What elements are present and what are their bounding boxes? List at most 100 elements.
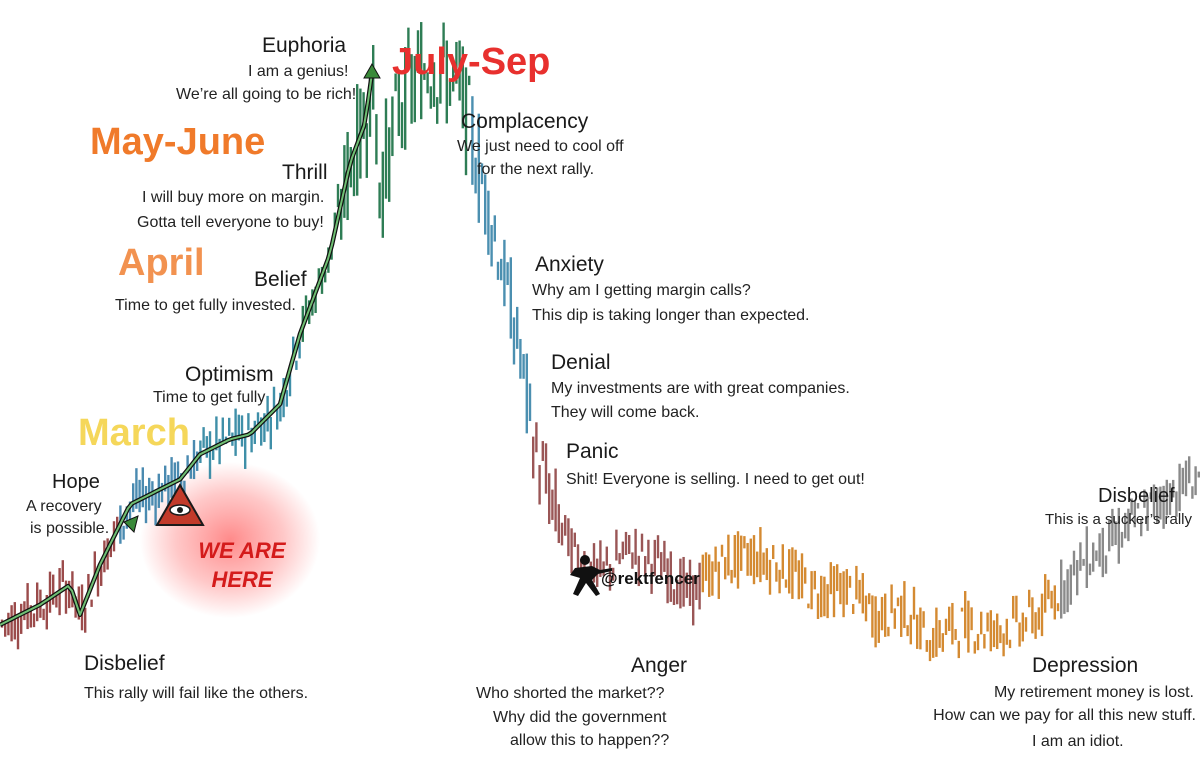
price-bar: [1063, 580, 1066, 614]
price-bar: [426, 72, 429, 94]
price-bar: [628, 534, 631, 555]
price-bar: [970, 607, 973, 631]
price-bar: [717, 561, 720, 599]
price-bar: [394, 73, 397, 92]
stage-hope-quote-1: A recovery: [26, 498, 102, 515]
price-bar: [368, 73, 372, 137]
price-bar: [845, 569, 848, 605]
price-bar: [468, 75, 471, 86]
price-bar: [218, 438, 221, 465]
price-bar: [1066, 569, 1069, 613]
price-bar: [160, 482, 164, 503]
price-bar: [244, 437, 247, 469]
price-bar: [250, 427, 253, 453]
price-bar: [461, 46, 464, 129]
price-bar: [1191, 486, 1194, 499]
price-bar: [746, 542, 749, 576]
price-bar: [567, 518, 570, 557]
price-bar: [1152, 484, 1156, 518]
price-bar: [583, 551, 586, 582]
all-seeing-eye-icon: [155, 482, 205, 526]
price-bar: [1156, 487, 1159, 524]
price-bar: [1101, 527, 1104, 578]
price-bar: [42, 608, 45, 621]
price-bar: [890, 584, 893, 614]
price-bar: [90, 599, 93, 607]
price-bar: [714, 546, 717, 572]
price-bar: [679, 558, 682, 609]
price-bar: [602, 561, 605, 576]
price-bar: [791, 547, 794, 599]
price-bar: [519, 338, 522, 379]
price-bar: [919, 607, 922, 650]
we-are-here-line1: WE ARE: [198, 538, 287, 563]
stage-anger-quote-2: Why did the government: [493, 709, 667, 726]
price-bar: [932, 627, 935, 658]
price-bar: [708, 554, 711, 597]
price-bar: [1117, 507, 1120, 564]
price-bar: [557, 504, 560, 544]
price-bar: [1082, 558, 1085, 566]
price-bar: [1050, 590, 1053, 609]
price-bar: [352, 149, 356, 197]
price-bar: [288, 373, 292, 397]
price-bar: [730, 569, 733, 584]
trend-line: [0, 72, 373, 626]
price-bar: [164, 465, 167, 492]
price-bar: [1044, 574, 1047, 613]
price-bar: [864, 595, 868, 622]
price-bar: [234, 408, 237, 456]
price-bar: [1079, 542, 1082, 571]
price-bar: [496, 261, 500, 280]
price-bar: [759, 527, 762, 583]
price-bar: [429, 86, 432, 109]
price-bar: [564, 515, 567, 536]
price-bar: [1111, 508, 1114, 547]
price-bar: [228, 417, 231, 436]
price-bar: [1088, 563, 1092, 576]
stage-complacency-quote-2: for the next rally.: [477, 161, 594, 178]
price-bar: [436, 97, 439, 124]
stage-complacency-quote-1: We just need to cool off: [457, 138, 624, 155]
price-bar: [973, 641, 976, 654]
price-bar: [20, 603, 23, 634]
price-line: [0, 72, 375, 627]
stage-depression-name: Depression: [1032, 654, 1138, 677]
price-bar: [964, 591, 967, 639]
price-bar: [442, 22, 445, 58]
price-bar: [1012, 595, 1015, 619]
price-bar: [1037, 607, 1040, 630]
price-bar: [212, 450, 215, 460]
price-bar: [285, 390, 288, 407]
price-bar: [4, 620, 7, 637]
price-bar: [1181, 467, 1184, 495]
price-bar: [893, 608, 896, 629]
price-bar: [420, 22, 423, 120]
price-bar: [1197, 471, 1200, 478]
stage-denial-quote-1: My investments are with great companies.: [551, 380, 850, 397]
stage-denial-name: Denial: [551, 351, 611, 374]
price-bar: [26, 583, 29, 630]
price-bar: [132, 483, 135, 513]
stage-anxiety-quote-1: Why am I getting margin calls?: [532, 282, 751, 299]
price-bar: [800, 553, 804, 599]
month-march-label: March: [78, 412, 190, 454]
price-bar: [704, 552, 708, 581]
price-bar: [384, 98, 388, 199]
price-bar: [884, 593, 887, 637]
month-april-label: April: [118, 242, 205, 284]
price-bar: [925, 639, 928, 652]
price-bar: [695, 575, 698, 600]
price-bar: [637, 555, 640, 587]
price-bar: [909, 614, 912, 645]
stage-panic-name: Panic: [566, 440, 619, 463]
price-bar: [807, 603, 810, 609]
price-bar: [314, 286, 317, 313]
price-bar: [1140, 518, 1143, 537]
price-bar: [682, 556, 685, 607]
price-bar: [986, 612, 989, 632]
price-bar: [116, 516, 119, 529]
price-bar: [631, 552, 634, 569]
price-bar: [676, 579, 679, 605]
price-bar: [1162, 485, 1165, 529]
